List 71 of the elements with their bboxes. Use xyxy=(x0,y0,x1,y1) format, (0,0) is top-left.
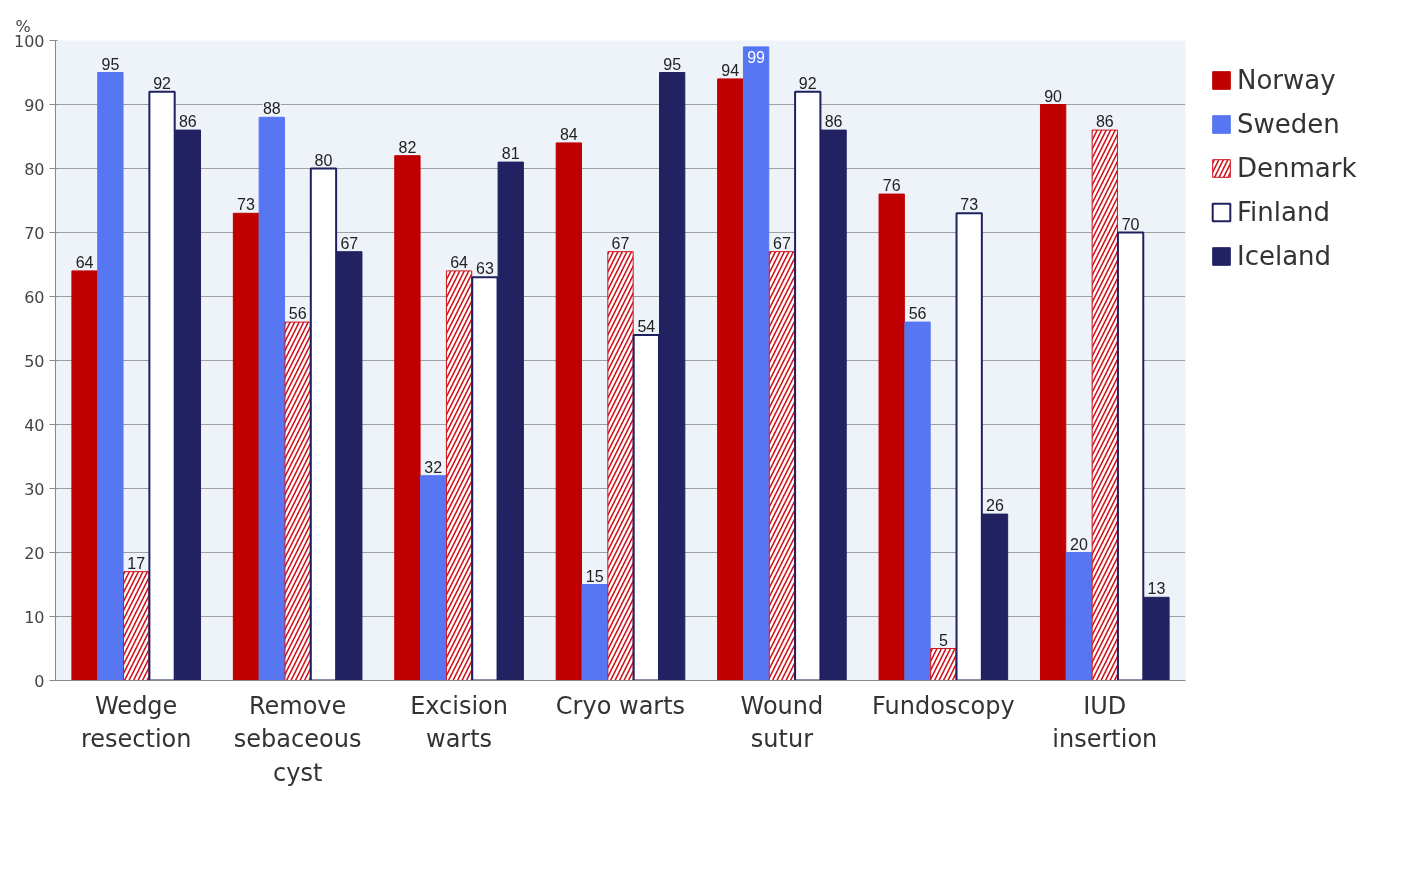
bar xyxy=(1039,104,1067,681)
bar xyxy=(878,193,905,681)
data-label: 86 xyxy=(1095,113,1114,131)
data-label: 80 xyxy=(314,151,333,169)
data-label: 20 xyxy=(1070,535,1088,553)
data-label: 92 xyxy=(153,74,172,92)
data-label: 92 xyxy=(798,74,817,92)
data-label: 88 xyxy=(262,100,281,118)
y-tick-label: 30 xyxy=(24,479,45,499)
data-label: 63 xyxy=(476,260,494,278)
x-tick-label: Cryo warts xyxy=(555,691,686,720)
bar xyxy=(581,584,608,681)
bar xyxy=(555,142,582,681)
data-label: 86 xyxy=(824,113,843,131)
legend-label: Denmark xyxy=(1237,153,1357,183)
bar xyxy=(97,72,124,681)
data-label: 67 xyxy=(611,234,630,252)
x-tick-label: Remove sebaceous cyst xyxy=(233,691,362,787)
legend-label: Iceland xyxy=(1237,241,1332,271)
data-label: 81 xyxy=(501,145,520,163)
data-label: 13 xyxy=(1147,580,1166,598)
data-label: 26 xyxy=(986,497,1005,515)
bar xyxy=(717,78,744,681)
y-tick-label: 80 xyxy=(24,159,45,179)
data-label: 15 xyxy=(585,567,604,585)
data-label: 5 xyxy=(938,631,948,649)
legend-label: Finland xyxy=(1237,197,1330,227)
data-label: 76 xyxy=(882,177,901,195)
data-label: 67 xyxy=(773,234,791,252)
y-tick-label: 0 xyxy=(34,671,45,691)
x-tick-label: Wound sutur xyxy=(740,691,824,754)
data-label: 86 xyxy=(178,113,197,131)
data-label: 56 xyxy=(908,305,927,323)
data-label: 64 xyxy=(450,253,469,271)
data-label: 94 xyxy=(721,61,740,79)
bar xyxy=(394,155,421,681)
legend-label: Sweden xyxy=(1237,109,1340,139)
data-label: 82 xyxy=(398,138,417,156)
data-label: 56 xyxy=(288,305,307,323)
legend-label: Norway xyxy=(1237,65,1336,95)
x-tick-label: Excision warts xyxy=(410,691,509,754)
y-tick-label: 50 xyxy=(24,351,45,371)
data-label: 95 xyxy=(663,55,682,73)
bar xyxy=(742,46,770,681)
y-tick-label: 20 xyxy=(24,543,45,563)
bar xyxy=(258,116,285,681)
x-tick-label: Fundoscopy xyxy=(872,691,1015,720)
x-tick-label: Wedge resection xyxy=(80,691,192,754)
data-label: 73 xyxy=(960,196,979,214)
data-label: 90 xyxy=(1044,87,1063,105)
data-label: 17 xyxy=(127,554,146,572)
data-label: 54 xyxy=(637,317,656,335)
bar xyxy=(420,475,447,681)
data-label: 32 xyxy=(424,458,443,476)
y-tick-label: 10 xyxy=(24,607,45,627)
bar xyxy=(71,270,98,681)
y-tick-label: 90 xyxy=(24,95,45,115)
data-label: 73 xyxy=(237,196,255,214)
data-label: 67 xyxy=(340,234,359,252)
x-tick-label: IUD insertion xyxy=(1052,691,1158,754)
y-tick-label: 60 xyxy=(24,287,45,307)
data-label: 64 xyxy=(75,253,94,271)
bar xyxy=(232,212,260,681)
data-label: 99 xyxy=(747,48,766,66)
data-label: 84 xyxy=(559,125,578,143)
bar xyxy=(1065,552,1093,681)
y-tick-label: 40 xyxy=(24,415,45,435)
bar xyxy=(904,321,931,681)
y-tick-label: 70 xyxy=(24,223,45,243)
data-label: 70 xyxy=(1121,215,1140,233)
data-label: 95 xyxy=(101,55,120,73)
